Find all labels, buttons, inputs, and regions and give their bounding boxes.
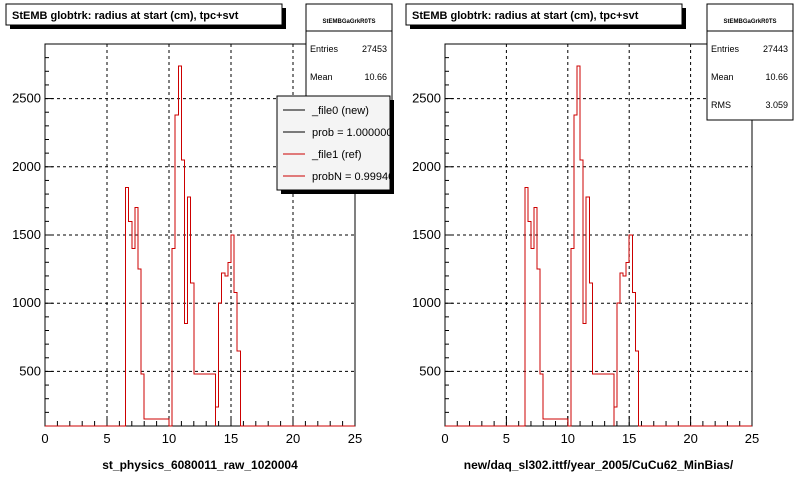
legend-label: prob = 1.000000 [312, 127, 392, 139]
stats-label: RMS [711, 100, 731, 110]
histogram-panel-1: 500 1000 1500 2000 2500 0 5 10 15 20 25 StEMB globt… [5, 3, 400, 472]
x-tick-label: 5 [103, 431, 110, 446]
stats-value: 3.059 [765, 100, 788, 110]
x-tick-label: 20 [286, 431, 300, 446]
stats-name: StEMBGaGrkR0TS [322, 19, 375, 25]
stats-label: Entries [310, 44, 339, 54]
stats-label: Entries [711, 44, 740, 54]
stats-value: 27443 [763, 44, 788, 54]
chart-title: StEMB globtrk: radius at start (cm), tpc… [12, 10, 239, 22]
chart-title-box: StEMB globtrk: radius at start (cm), tpc… [405, 3, 686, 29]
plot-frame [444, 43, 753, 427]
x-tick-label: 25 [745, 431, 759, 446]
x-tick-label: 5 [503, 431, 510, 446]
x-tick-label: 0 [41, 431, 48, 446]
y-tick-label: 2000 [12, 159, 41, 174]
legend-label: _file1 (ref) [311, 149, 362, 161]
y-tick-label: 1000 [12, 295, 41, 310]
title-frame [405, 3, 683, 26]
legend: _file0 (new) prob = 1.000000 _file1 (ref) p… [276, 95, 400, 194]
stats-value: 27453 [362, 44, 387, 54]
legend-frame [276, 95, 391, 191]
stats-label: Mean [711, 72, 734, 82]
x-axis-title: new/daq_sl302.ittf/year_2005/CuCu62_MinB… [464, 458, 734, 472]
x-tick-label: 15 [224, 431, 238, 446]
chart-title-box: StEMB globtrk: radius at start (cm), tpc… [5, 3, 286, 29]
x-tick-label: 10 [561, 431, 575, 446]
stats-name: StEMBGaGrkR0TS [723, 19, 776, 25]
x-tick-label: 25 [348, 431, 362, 446]
y-tick-label: 2000 [412, 159, 441, 174]
x-tick-label: 0 [441, 431, 448, 446]
y-tick-label: 1000 [412, 295, 441, 310]
chart-title: StEMB globtrk: radius at start (cm), tpc… [412, 10, 639, 22]
histogram-line-1 [445, 65, 752, 427]
stats-value: 10.66 [765, 72, 788, 82]
stats-label: Mean [310, 72, 333, 82]
title-frame [5, 3, 283, 26]
x-tick-label: 20 [683, 431, 697, 446]
x-tick-label: 10 [162, 431, 176, 446]
stats-value: 10.66 [364, 72, 387, 82]
x-axis-title: st_physics_6080011_raw_1020004 [102, 458, 298, 472]
x-tick-label: 15 [622, 431, 636, 446]
legend-label: _file0 (new) [311, 105, 369, 117]
y-tick-label: 500 [419, 363, 441, 378]
histogram-line-1 [45, 65, 355, 427]
y-tick-label: 500 [19, 363, 41, 378]
histogram-panel-2: 500 1000 1500 2000 2500 0 5 10 15 20 25 StEMB globt… [405, 3, 794, 472]
y-tick-label: 2500 [412, 91, 441, 106]
y-tick-label: 2500 [12, 91, 41, 106]
stats-box: StEMBGaGrkR0TS Entries 27443 Mean 10.66 RMS 3.… [706, 3, 794, 121]
legend-label: probN = 0.999400 [312, 171, 400, 183]
stats-frame [706, 3, 794, 121]
y-tick-label: 1500 [412, 227, 441, 242]
y-tick-label: 1500 [12, 227, 41, 242]
